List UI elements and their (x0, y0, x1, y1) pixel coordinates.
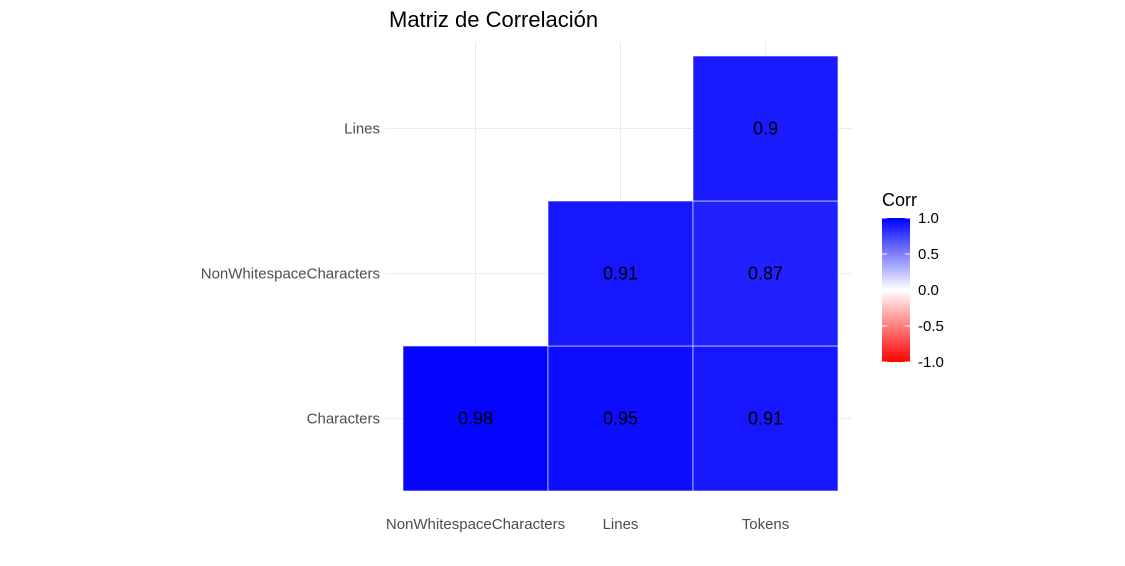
x-tick-label: NonWhitespaceCharacters (386, 516, 565, 533)
cell-value-label: 0.9 (753, 119, 778, 139)
legend-tick-label: -1.0 (918, 354, 944, 371)
y-tick-label: Lines (344, 121, 380, 138)
x-tick-label: Tokens (742, 516, 790, 533)
y-axis-ticks: Characters NonWhitespaceCharacters Lines (201, 121, 380, 428)
heatmap-cell (547, 345, 694, 492)
y-tick-label: NonWhitespaceCharacters (201, 266, 380, 283)
legend-tick-label: 1.0 (918, 210, 939, 227)
legend-tick-label: 0.0 (918, 282, 939, 299)
chart-title: Matriz de Correlación (389, 7, 598, 32)
heatmap-cell (402, 345, 549, 492)
cells-layer: 0.98 0.95 0.91 0.91 0.87 0.9 (402, 55, 839, 492)
legend-tick-label: -0.5 (918, 318, 944, 335)
heatmap-cell (692, 345, 839, 492)
cell-value-label: 0.91 (603, 264, 638, 284)
cell-value-label: 0.95 (603, 409, 638, 429)
heatmap-cell (547, 200, 694, 347)
y-tick-label: Characters (307, 411, 380, 428)
x-axis-ticks: NonWhitespaceCharacters Lines Tokens (386, 516, 789, 533)
heatmap-cell (692, 200, 839, 347)
cell-value-label: 0.91 (748, 409, 783, 429)
x-tick-label: Lines (603, 516, 639, 533)
heatmap-cell (692, 55, 839, 202)
cell-value-label: 0.87 (748, 264, 783, 284)
legend-title: Corr (882, 190, 917, 210)
legend: Corr 1.0 0.5 0.0 -0.5 -1.0 (882, 190, 944, 371)
cell-value-label: 0.98 (458, 409, 493, 429)
legend-tick-label: 0.5 (918, 246, 939, 263)
